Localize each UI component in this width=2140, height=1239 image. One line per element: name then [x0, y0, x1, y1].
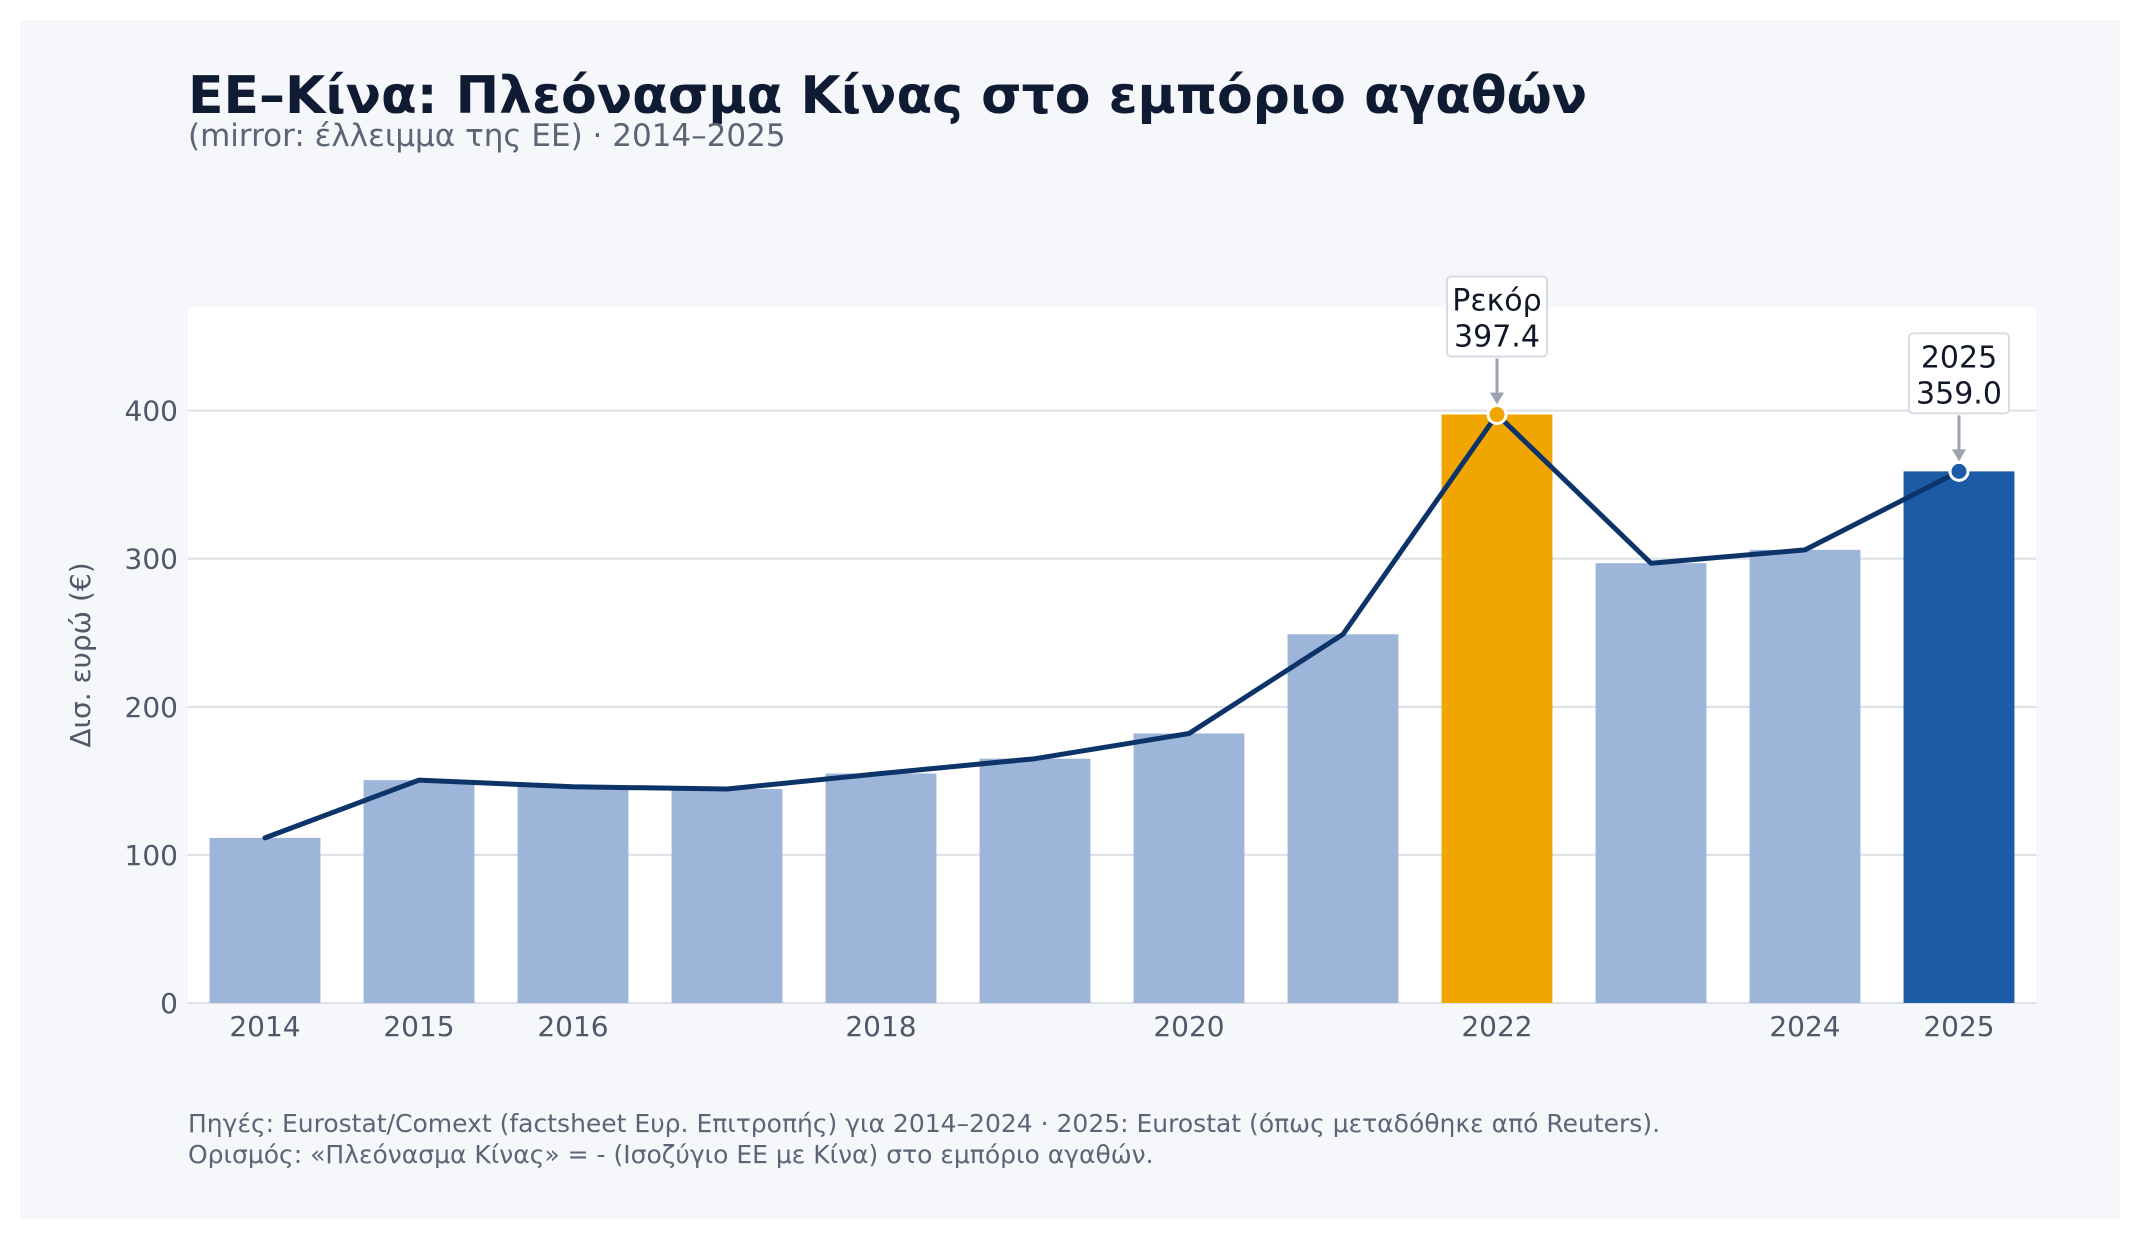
x-tick-label-2022: 2022 [1461, 1010, 1532, 1043]
x-tick-label-2024: 2024 [1769, 1010, 1840, 1043]
y-axis-label: Δισ. ευρώ (€) [64, 562, 97, 747]
annotation-value: 359.0 [1916, 376, 2002, 411]
annotation-arrow-head [1952, 449, 1966, 462]
bar-2014 [209, 837, 321, 1003]
chart-subtitle: (mirror: έλλειμμα της ΕΕ) · 2014–2025 [188, 118, 786, 154]
bar-2022 [1441, 414, 1553, 1004]
bar-2015 [363, 780, 475, 1003]
plot-area [188, 307, 2036, 1003]
y-axis-ticks: 0 100 200 300 400 [125, 395, 178, 1020]
bar-2025 [1903, 471, 2015, 1003]
annotation-marker [1486, 404, 1508, 426]
bar-2023 [1595, 563, 1707, 1003]
x-tick-label-2020: 2020 [1153, 1010, 1224, 1043]
x-tick-label-2018: 2018 [845, 1010, 916, 1043]
bar-2021 [1287, 634, 1399, 1003]
annotation-arrow-head [1490, 392, 1504, 405]
footnote: Πηγές: Eurostat/Comext (factsheet Ευρ. Ε… [188, 1108, 1660, 1170]
annotation-label: 2025 [1921, 340, 1997, 375]
y-tick-label-300: 300 [125, 543, 178, 576]
gridlines [188, 409, 2036, 1004]
annotation-box [1908, 332, 2010, 415]
bar-2017 [671, 789, 783, 1003]
bar-2024 [1749, 549, 1861, 1003]
x-tick-label-2025: 2025 [1923, 1010, 1994, 1043]
bar-2016 [517, 786, 629, 1003]
x-tick-label-2016: 2016 [537, 1010, 608, 1043]
bar-2020 [1133, 733, 1245, 1003]
bars [209, 414, 2015, 1004]
y-tick-label-100: 100 [125, 839, 178, 872]
bar-2019 [979, 758, 1091, 1003]
series-line [262, 412, 1962, 841]
annotation-marker [1948, 460, 1970, 482]
y-tick-label-400: 400 [125, 395, 178, 428]
annotation-value: 397.4 [1454, 320, 1540, 355]
annotation-label: Ρεκόρ [1452, 284, 1541, 319]
footnote-definition: Ορισμός: «Πλεόνασμα Κίνας» = - (Ισοζύγιο… [188, 1140, 1154, 1169]
y-tick-label-200: 200 [125, 691, 178, 724]
bar-2018 [825, 773, 937, 1003]
chart-title: ΕΕ–Κίνα: Πλεόνασμα Κίνας στο εμπόριο αγα… [188, 66, 1588, 126]
x-axis-ticks: 2014 2015 2016 2018 2020 2022 2024 2025 [229, 1010, 1994, 1043]
footnote-sources: Πηγές: Eurostat/Comext (factsheet Ευρ. Ε… [188, 1109, 1661, 1138]
x-tick-label-2014: 2014 [229, 1010, 300, 1043]
y-tick-label-0: 0 [160, 987, 178, 1020]
x-tick-label-2015: 2015 [383, 1010, 454, 1043]
annotation-box [1446, 275, 1548, 358]
